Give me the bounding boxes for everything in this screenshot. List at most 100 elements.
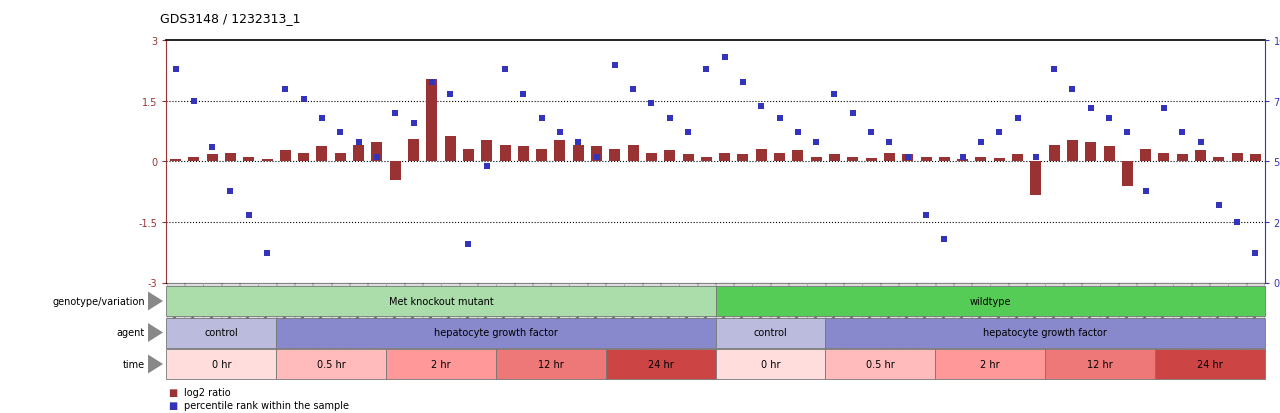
- Bar: [499, 145, 511, 162]
- FancyBboxPatch shape: [276, 283, 294, 351]
- Point: [531, 115, 552, 122]
- Point: [678, 130, 699, 136]
- Text: 24 hr: 24 hr: [648, 359, 673, 369]
- Text: GSM100091: GSM100091: [338, 286, 343, 326]
- FancyBboxPatch shape: [570, 283, 588, 351]
- FancyBboxPatch shape: [660, 283, 678, 351]
- Text: GSM100095: GSM100095: [850, 286, 856, 326]
- FancyBboxPatch shape: [808, 283, 826, 351]
- Bar: [646, 153, 657, 162]
- Text: 0 hr: 0 hr: [760, 359, 781, 369]
- Text: 0 hr: 0 hr: [211, 359, 232, 369]
- Bar: [829, 155, 840, 162]
- Point: [842, 110, 863, 117]
- Polygon shape: [148, 292, 163, 311]
- Bar: [572, 145, 584, 162]
- Text: GDS3148 / 1232313_1: GDS3148 / 1232313_1: [160, 12, 301, 25]
- Text: GSM100058: GSM100058: [1198, 286, 1203, 326]
- Bar: [225, 153, 236, 162]
- FancyBboxPatch shape: [753, 283, 771, 351]
- FancyBboxPatch shape: [899, 283, 916, 351]
- FancyBboxPatch shape: [1046, 283, 1062, 351]
- Point: [1117, 130, 1138, 136]
- Text: 12 hr: 12 hr: [538, 359, 563, 369]
- Bar: [1121, 162, 1133, 187]
- FancyBboxPatch shape: [442, 283, 460, 351]
- Point: [641, 101, 662, 107]
- Point: [513, 91, 534, 98]
- Text: GSM100068: GSM100068: [264, 286, 270, 326]
- Bar: [1103, 147, 1115, 162]
- Bar: [920, 157, 932, 162]
- Bar: [792, 151, 804, 162]
- Point: [714, 55, 735, 62]
- FancyBboxPatch shape: [643, 283, 660, 351]
- FancyBboxPatch shape: [918, 283, 934, 351]
- Point: [165, 67, 186, 74]
- Text: GSM100099: GSM100099: [923, 286, 929, 326]
- Text: GSM100079: GSM100079: [575, 286, 581, 326]
- FancyBboxPatch shape: [532, 283, 550, 351]
- FancyBboxPatch shape: [844, 283, 861, 351]
- Text: GSM100089: GSM100089: [301, 286, 307, 326]
- Point: [970, 140, 991, 146]
- Point: [861, 130, 882, 136]
- Text: GSM100061: GSM100061: [758, 286, 764, 326]
- Bar: [316, 147, 328, 162]
- Text: GSM100063: GSM100063: [795, 286, 801, 326]
- FancyBboxPatch shape: [1210, 283, 1228, 351]
- Bar: [774, 153, 785, 162]
- Text: GSM100064: GSM100064: [813, 286, 819, 326]
- Text: 12 hr: 12 hr: [1087, 359, 1112, 369]
- Bar: [719, 153, 730, 162]
- Text: log2 ratio: log2 ratio: [184, 387, 230, 397]
- Bar: [591, 147, 602, 162]
- Point: [403, 120, 424, 127]
- Point: [476, 164, 497, 170]
- Point: [312, 115, 333, 122]
- Bar: [847, 157, 859, 162]
- Point: [934, 236, 955, 243]
- Text: GSM100067: GSM100067: [246, 286, 252, 326]
- Text: GSM100060: GSM100060: [630, 286, 636, 326]
- Text: GSM100082: GSM100082: [1234, 286, 1240, 326]
- Text: GSM100052: GSM100052: [191, 286, 197, 326]
- Bar: [957, 160, 968, 162]
- Point: [1245, 251, 1266, 257]
- Point: [989, 130, 1010, 136]
- Polygon shape: [148, 323, 163, 342]
- Bar: [975, 157, 987, 162]
- FancyBboxPatch shape: [294, 283, 312, 351]
- Text: GSM100055: GSM100055: [740, 286, 746, 326]
- Bar: [884, 153, 895, 162]
- Bar: [463, 149, 474, 162]
- Bar: [206, 155, 218, 162]
- Text: GSM100078: GSM100078: [557, 286, 563, 326]
- Point: [623, 86, 644, 93]
- Point: [769, 115, 790, 122]
- FancyBboxPatch shape: [1137, 283, 1155, 351]
- Text: GSM100087: GSM100087: [704, 286, 709, 326]
- FancyBboxPatch shape: [680, 283, 696, 351]
- Bar: [1158, 153, 1170, 162]
- Text: GSM100101: GSM100101: [960, 286, 965, 326]
- Text: GSM100086: GSM100086: [685, 286, 691, 326]
- FancyBboxPatch shape: [1229, 283, 1245, 351]
- Bar: [682, 155, 694, 162]
- Bar: [1030, 162, 1042, 195]
- Bar: [810, 157, 822, 162]
- FancyBboxPatch shape: [605, 283, 623, 351]
- Text: GSM100074: GSM100074: [1143, 286, 1148, 326]
- Text: 0.5 hr: 0.5 hr: [316, 359, 346, 369]
- Text: GSM100065: GSM100065: [209, 286, 215, 326]
- Text: percentile rank within the sample: percentile rank within the sample: [184, 400, 349, 410]
- Bar: [170, 160, 180, 162]
- Text: GSM100094: GSM100094: [832, 286, 837, 326]
- Text: 24 hr: 24 hr: [1197, 359, 1222, 369]
- Text: GSM100098: GSM100098: [905, 286, 910, 326]
- Point: [202, 144, 223, 151]
- Point: [348, 140, 369, 146]
- Point: [1007, 115, 1028, 122]
- Text: ■: ■: [168, 400, 177, 410]
- Text: control: control: [754, 328, 787, 338]
